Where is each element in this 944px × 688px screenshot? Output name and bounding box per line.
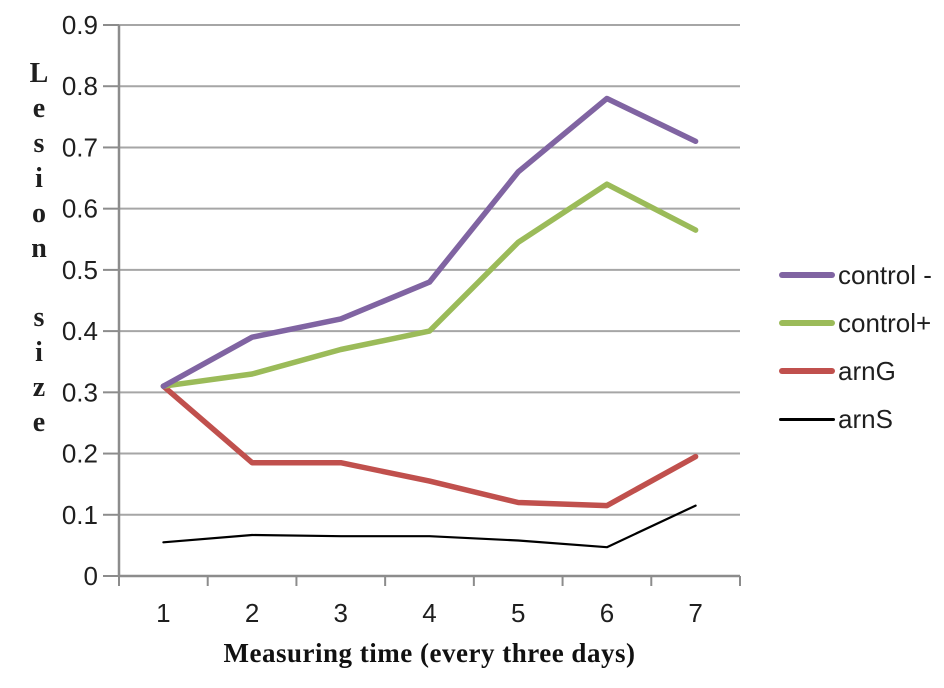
legend: control - control+ arnG arnS (779, 260, 932, 434)
y-axis-title-letter: i (35, 337, 43, 368)
legend-item-control: control+ (779, 308, 932, 338)
y-tick-label: 0.4 (62, 316, 98, 346)
y-tick-label: 0.8 (62, 71, 98, 101)
legend-label: arnG (838, 356, 896, 386)
y-axis-title-letter: e (32, 407, 46, 438)
x-tick-label: 6 (600, 598, 614, 628)
series-line-arnS (162, 504, 697, 549)
x-axis-title: Measuring time (every three days) (223, 638, 636, 668)
y-axis-title-letter: i (35, 163, 43, 194)
x-tick-label: 7 (688, 598, 702, 628)
series-line-control (160, 181, 699, 389)
x-tick-label: 1 (156, 598, 170, 628)
y-tick-label: 0.5 (62, 255, 98, 285)
y-axis-title-letter: s (33, 302, 45, 333)
series-line-control (160, 95, 699, 389)
legend-label: control+ (838, 308, 932, 338)
legend-item-control: control - (779, 260, 932, 290)
legend-line-swatch (779, 417, 835, 421)
x-tick-label: 3 (334, 598, 348, 628)
legend-line-swatch (779, 368, 835, 374)
series-line-arnG (160, 383, 699, 509)
y-tick-label: 0.3 (62, 377, 98, 407)
legend-line-swatch (779, 272, 835, 278)
legend-item-arnS: arnS (779, 404, 932, 434)
y-axis-title-letter: L (29, 58, 49, 89)
y-axis-title-letter: o (32, 198, 46, 229)
legend-item-arnG: arnG (779, 356, 932, 386)
y-tick-label: 0.1 (62, 500, 98, 530)
x-tick-label: 4 (422, 598, 436, 628)
y-tick-label: 0.9 (62, 10, 98, 40)
y-axis-title-letter: z (32, 372, 46, 403)
y-axis-title-letter: e (32, 93, 46, 124)
y-tick-label: 0.6 (62, 194, 98, 224)
legend-label: arnS (838, 404, 893, 434)
y-tick-label: 0.2 (62, 439, 98, 469)
x-tick-label: 2 (245, 598, 259, 628)
y-axis-title-letter: s (33, 128, 45, 159)
y-axis-title-letter: n (31, 233, 47, 264)
x-tick-label: 5 (511, 598, 525, 628)
legend-line-swatch (779, 320, 835, 326)
y-tick-label: 0.7 (62, 132, 98, 162)
legend-label: control - (838, 260, 932, 290)
y-tick-label: 0 (84, 561, 98, 591)
